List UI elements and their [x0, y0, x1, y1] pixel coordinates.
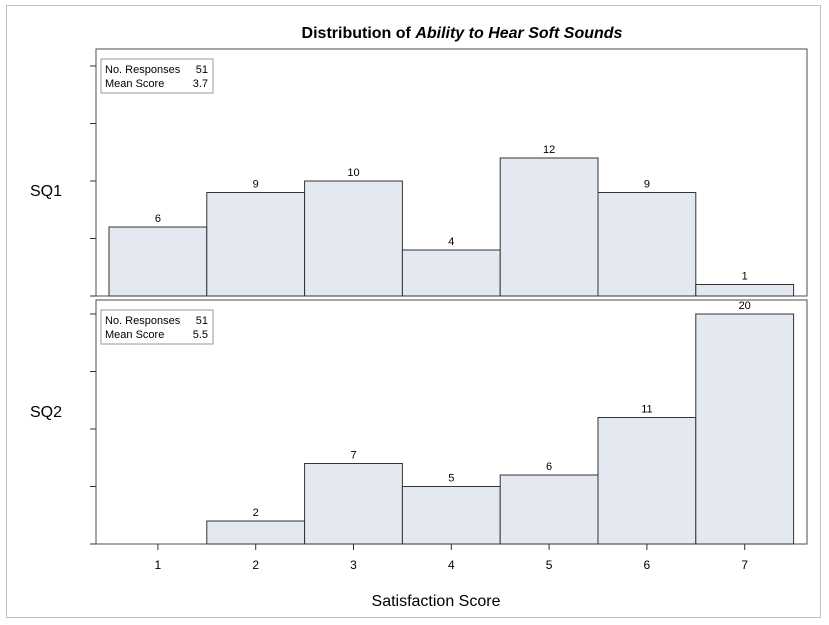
- bar-value-label: 2: [253, 507, 259, 519]
- stats-inset: No. Responses 51 Mean Score 5.5: [100, 309, 214, 345]
- bar-5: [499, 474, 599, 545]
- bar-3: [304, 180, 403, 297]
- stats-value: 3.7: [193, 78, 208, 90]
- chart-frame: [6, 5, 821, 618]
- bar-6: [597, 417, 697, 545]
- x-tick-label: 1: [155, 558, 162, 572]
- panel-row-label: SQ2: [30, 404, 62, 421]
- bar-value-label: 9: [253, 179, 259, 191]
- bar-value-label: 9: [644, 179, 650, 191]
- bar-7: [695, 284, 795, 297]
- bar-value-label: 7: [350, 450, 356, 462]
- x-axis-label: Satisfaction Score: [372, 593, 501, 610]
- stats-value: 5.5: [193, 329, 208, 341]
- stats-label: Mean Score: [105, 78, 164, 90]
- bar-7: [695, 313, 795, 545]
- panel-row-label: SQ1: [30, 183, 62, 200]
- bar-value-label: 4: [448, 236, 454, 248]
- x-tick-label: 5: [546, 558, 553, 572]
- bar-value-label: 12: [543, 144, 555, 156]
- bar-value-label: 1: [742, 271, 748, 283]
- bar-4: [401, 486, 501, 545]
- stats-label: No. Responses: [105, 315, 181, 327]
- bar-value-label: 11: [641, 404, 652, 416]
- x-axis: 1 2 3 4 5 6 7: [155, 544, 748, 572]
- bar-2: [206, 192, 306, 297]
- bar-value-label: 5: [448, 473, 454, 485]
- panel-sq1: SQ1 6 9 10 4 12 9 1 No. Responses 51 Mean Score 3.7: [30, 48, 808, 297]
- x-tick-label: 7: [741, 558, 748, 572]
- bar-value-label: 6: [155, 213, 161, 225]
- stats-label: Mean Score: [105, 329, 164, 341]
- x-tick-label: 3: [350, 558, 357, 572]
- bar-value-label: 20: [739, 300, 751, 312]
- bar-6: [597, 192, 697, 297]
- bar-value-label: 10: [347, 167, 359, 179]
- stats-inset-box: [100, 58, 214, 94]
- stats-value: 51: [196, 315, 208, 327]
- bar-4: [401, 249, 501, 297]
- chart-title: Distribution of Ability to Hear Soft Sou…: [302, 25, 623, 42]
- stats-inset-box: [100, 309, 214, 345]
- x-tick-label: 6: [644, 558, 651, 572]
- x-tick-label: 4: [448, 558, 455, 572]
- stats-value: 51: [196, 64, 208, 76]
- panel-sq2: SQ2 2 7 5 6 11 20 No. Responses 51 Mean Score 5.5: [30, 299, 808, 545]
- bar-5: [499, 157, 599, 297]
- bar-value-label: 6: [546, 461, 552, 473]
- stats-label: No. Responses: [105, 64, 181, 76]
- chart-panels: SQ1 6 9 10 4 12 9 1 No. Responses 51 Mean Score 3.7…: [30, 48, 808, 545]
- x-tick-label: 2: [252, 558, 259, 572]
- bar-3: [304, 463, 403, 545]
- bar-1: [108, 226, 208, 297]
- bar-2: [206, 520, 306, 545]
- stats-inset: No. Responses 51 Mean Score 3.7: [100, 58, 214, 94]
